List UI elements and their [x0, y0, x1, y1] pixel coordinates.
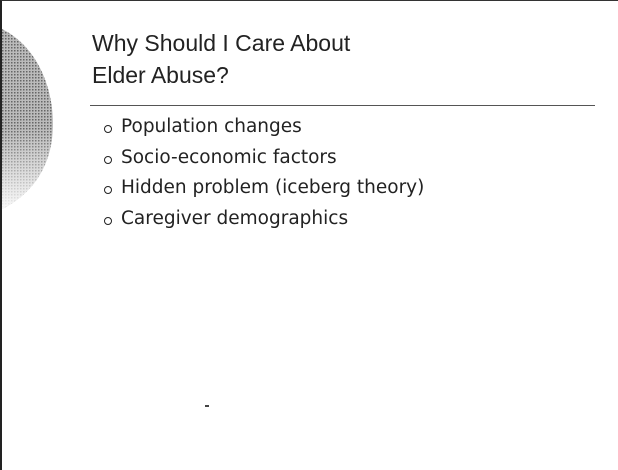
slide: Why Should I Care AboutElder Abuse? Popu… [0, 0, 618, 470]
title-rule [90, 105, 595, 106]
bullet-marker [104, 125, 112, 133]
bullet-marker [104, 186, 112, 194]
bullet-text: Population changes [121, 116, 302, 137]
bullet-text: Socio-economic factors [121, 147, 337, 168]
bullet-text: Hidden problem (iceberg theory) [121, 177, 424, 198]
title-line: Elder Abuse? [92, 59, 350, 91]
bullet-text: Caregiver demographics [121, 208, 348, 229]
title-line: Why Should I Care About [92, 27, 350, 59]
bullet-item: Population changes [104, 112, 424, 143]
page: {"slide": {"title_lines": ["Why Should I… [0, 0, 618, 470]
bullet-marker [104, 217, 112, 225]
bullet-marker [104, 156, 112, 164]
bullet-item: Caregiver demographics [104, 204, 424, 235]
decoration [2, 29, 62, 219]
bullet-list: Population changes Socio-economic factors… [104, 112, 424, 234]
bullet-item: Socio-economic factors [104, 143, 424, 174]
bullet-item: Hidden problem (iceberg theory) [104, 173, 424, 204]
speck [205, 405, 209, 407]
